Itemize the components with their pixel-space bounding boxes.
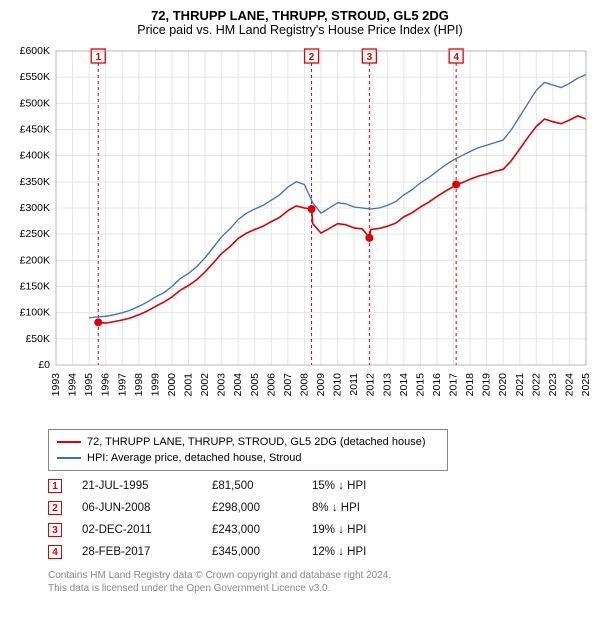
legend: 72, THRUPP LANE, THRUPP, STROUD, GL5 2DG… — [48, 429, 448, 471]
svg-text:£150K: £150K — [20, 281, 50, 293]
svg-text:£300K: £300K — [20, 202, 50, 214]
transactions-table: 1 21-JUL-1995£81,50015% ↓ HPI 2 06-JUN-2008… — [48, 475, 594, 563]
svg-text:£500K: £500K — [20, 97, 50, 109]
transaction-hpi-diff: 15% ↓ HPI — [312, 480, 392, 492]
transaction-price: £345,000 — [212, 546, 312, 558]
svg-text:2004: 2004 — [232, 373, 244, 397]
svg-text:1999: 1999 — [149, 373, 161, 397]
transaction-price: £298,000 — [212, 502, 312, 514]
svg-text:2011: 2011 — [348, 373, 360, 396]
svg-text:£600K: £600K — [20, 45, 50, 57]
transaction-hpi-diff: 12% ↓ HPI — [312, 546, 392, 558]
transaction-marker-num: 4 — [48, 545, 62, 559]
svg-text:2001: 2001 — [183, 373, 195, 397]
svg-text:£550K: £550K — [20, 71, 50, 83]
transaction-row: 3 02-DEC-2011£243,00019% ↓ HPI — [48, 519, 594, 541]
svg-text:£250K: £250K — [20, 228, 50, 240]
svg-text:£200K: £200K — [20, 254, 50, 266]
svg-text:2002: 2002 — [199, 373, 211, 397]
transaction-price: £243,000 — [212, 524, 312, 536]
svg-text:2025: 2025 — [580, 373, 592, 397]
svg-text:£350K: £350K — [20, 176, 50, 188]
svg-text:1995: 1995 — [83, 373, 95, 397]
transaction-date: 21-JUL-1995 — [82, 480, 212, 492]
transaction-marker-num: 1 — [48, 479, 62, 493]
transaction-date: 06-JUN-2008 — [82, 502, 212, 514]
transaction-row: 2 06-JUN-2008£298,0008% ↓ HPI — [48, 497, 594, 519]
legend-swatch — [57, 441, 81, 443]
footer-line-1: Contains HM Land Registry data © Crown c… — [48, 569, 594, 582]
svg-text:1997: 1997 — [116, 373, 128, 397]
svg-text:3: 3 — [367, 52, 373, 63]
svg-text:2014: 2014 — [398, 373, 410, 397]
svg-text:1996: 1996 — [100, 373, 112, 397]
svg-text:2000: 2000 — [166, 373, 178, 397]
svg-text:2013: 2013 — [381, 373, 393, 397]
svg-text:£400K: £400K — [20, 150, 50, 162]
svg-text:2016: 2016 — [431, 373, 443, 397]
svg-text:1994: 1994 — [67, 373, 79, 397]
svg-text:4: 4 — [453, 52, 459, 63]
svg-text:2023: 2023 — [547, 373, 559, 397]
svg-text:1998: 1998 — [133, 373, 145, 397]
svg-text:2019: 2019 — [481, 373, 493, 397]
svg-text:2021: 2021 — [514, 373, 526, 397]
transaction-hpi-diff: 19% ↓ HPI — [312, 524, 392, 536]
transaction-hpi-diff: 8% ↓ HPI — [312, 502, 392, 514]
transaction-date: 02-DEC-2011 — [82, 524, 212, 536]
transaction-row: 1 21-JUL-1995£81,50015% ↓ HPI — [48, 475, 594, 497]
svg-text:£0: £0 — [38, 359, 50, 371]
transaction-marker-num: 3 — [48, 523, 62, 537]
svg-text:2006: 2006 — [265, 373, 277, 397]
price-chart-svg: £0 £50K £100K £150K £200K £250K £300K £350K £400… — [6, 43, 594, 423]
svg-text:£100K: £100K — [20, 307, 50, 319]
svg-text:2005: 2005 — [249, 373, 261, 397]
attribution-footer: Contains HM Land Registry data © Crown c… — [48, 569, 594, 595]
svg-text:2012: 2012 — [365, 373, 377, 397]
svg-text:2017: 2017 — [448, 373, 460, 397]
transaction-row: 4 28-FEB-2017£345,00012% ↓ HPI — [48, 541, 594, 563]
legend-item: HPI: Average price, detached house, Stro… — [57, 450, 439, 466]
svg-text:1993: 1993 — [50, 373, 62, 397]
svg-text:2015: 2015 — [414, 373, 426, 397]
transaction-date: 28-FEB-2017 — [82, 546, 212, 558]
legend-swatch — [57, 457, 81, 459]
svg-text:2024: 2024 — [563, 373, 575, 397]
svg-text:2: 2 — [309, 52, 315, 63]
svg-text:2018: 2018 — [464, 373, 476, 397]
svg-text:2009: 2009 — [315, 373, 327, 397]
price-chart: £0 £50K £100K £150K £200K £250K £300K £350K £400… — [6, 43, 594, 423]
transaction-marker-num: 2 — [48, 501, 62, 515]
svg-text:£450K: £450K — [20, 124, 50, 136]
svg-text:2020: 2020 — [497, 373, 509, 397]
legend-item: 72, THRUPP LANE, THRUPP, STROUD, GL5 2DG… — [57, 434, 439, 450]
chart-title-address: 72, THRUPP LANE, THRUPP, STROUD, GL5 2DG — [6, 8, 594, 23]
svg-text:£50K: £50K — [25, 333, 50, 345]
svg-text:2008: 2008 — [298, 373, 310, 397]
svg-text:2010: 2010 — [332, 373, 344, 397]
svg-text:1: 1 — [95, 52, 101, 63]
chart-subtitle: Price paid vs. HM Land Registry's House … — [6, 23, 594, 37]
legend-label: HPI: Average price, detached house, Stro… — [87, 452, 301, 464]
footer-line-2: This data is licensed under the Open Gov… — [48, 582, 594, 595]
svg-text:2003: 2003 — [216, 373, 228, 397]
svg-text:2007: 2007 — [282, 373, 294, 397]
transaction-price: £81,500 — [212, 480, 312, 492]
legend-label: 72, THRUPP LANE, THRUPP, STROUD, GL5 2DG… — [87, 436, 426, 448]
svg-text:2022: 2022 — [530, 373, 542, 397]
